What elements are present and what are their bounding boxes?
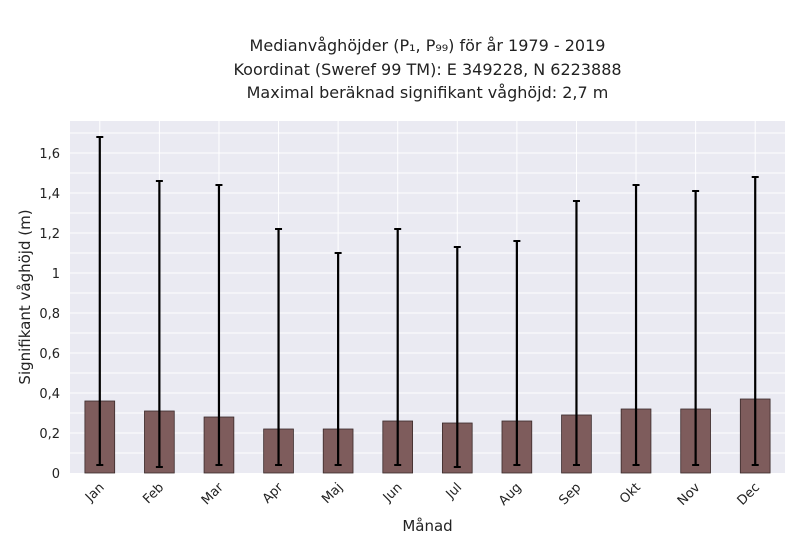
error-bar-sep <box>572 200 580 466</box>
error-bars <box>96 136 759 468</box>
x-tick-label-jun: Jun <box>380 480 406 506</box>
x-tick-label-sep: Sep <box>556 480 584 508</box>
x-axis-label: Månad <box>402 517 452 535</box>
y-tick-label: 1,2 <box>39 227 60 242</box>
error-bar-jun <box>394 228 402 466</box>
y-tick-label: 1,6 <box>39 147 60 162</box>
y-axis-label: Signifikant våghöjd (m) <box>16 209 34 384</box>
x-tick-label-okt: Okt <box>617 480 644 507</box>
error-bar-okt <box>632 184 640 466</box>
y-tick-label: 1 <box>52 267 60 282</box>
chart-title-line-1: Medianvåghöjder (P₁, P₉₉) för år 1979 - … <box>249 36 606 55</box>
error-bar-dec <box>751 176 759 466</box>
y-tick-label: 1,4 <box>39 187 60 202</box>
x-tick-label-jan: Jan <box>82 480 107 505</box>
x-tick-label-mar: Mar <box>199 480 227 508</box>
error-bar-mar <box>215 184 223 466</box>
error-bar-nov <box>692 190 700 466</box>
x-tick-label-dec: Dec <box>735 480 763 508</box>
plot-area <box>70 121 785 473</box>
x-tick-label-aug: Aug <box>496 480 525 509</box>
y-tick-label: 0,2 <box>39 427 60 442</box>
x-tick-labels: Jan Feb Mar Apr Maj Jun Jul Aug Sep Okt Nov Dec <box>82 480 763 509</box>
error-bar-apr <box>275 228 283 466</box>
chart-title: Medianvåghöjder (P₁, P₉₉) för år 1979 - … <box>0 34 800 105</box>
x-tick-label-feb: Feb <box>140 480 167 507</box>
error-bar-jul <box>453 246 461 468</box>
y-tick-labels: 0 0,2 0,4 0,6 0,8 1 1,2 1,4 1,6 <box>39 147 60 482</box>
chart-title-line-2: Koordinat (Sweref 99 TM): E 349228, N 62… <box>233 59 622 79</box>
x-tick-label-jul: Jul <box>443 480 465 502</box>
y-tick-label: 0,8 <box>39 307 60 322</box>
error-bar-maj <box>334 252 342 466</box>
x-tick-label-apr: Apr <box>260 480 287 507</box>
x-tick-label-maj: Maj <box>319 480 346 507</box>
y-tick-label: 0,4 <box>39 387 60 402</box>
error-bar-jan <box>96 136 104 466</box>
x-tick-label-nov: Nov <box>675 480 704 509</box>
chart-title-line-3: Maximal beräknad signifikant våghöjd: 2,… <box>246 83 609 102</box>
y-tick-label: 0 <box>52 467 60 482</box>
y-tick-label: 0,6 <box>39 347 60 362</box>
error-bar-feb <box>155 180 163 468</box>
error-bar-aug <box>513 240 521 466</box>
